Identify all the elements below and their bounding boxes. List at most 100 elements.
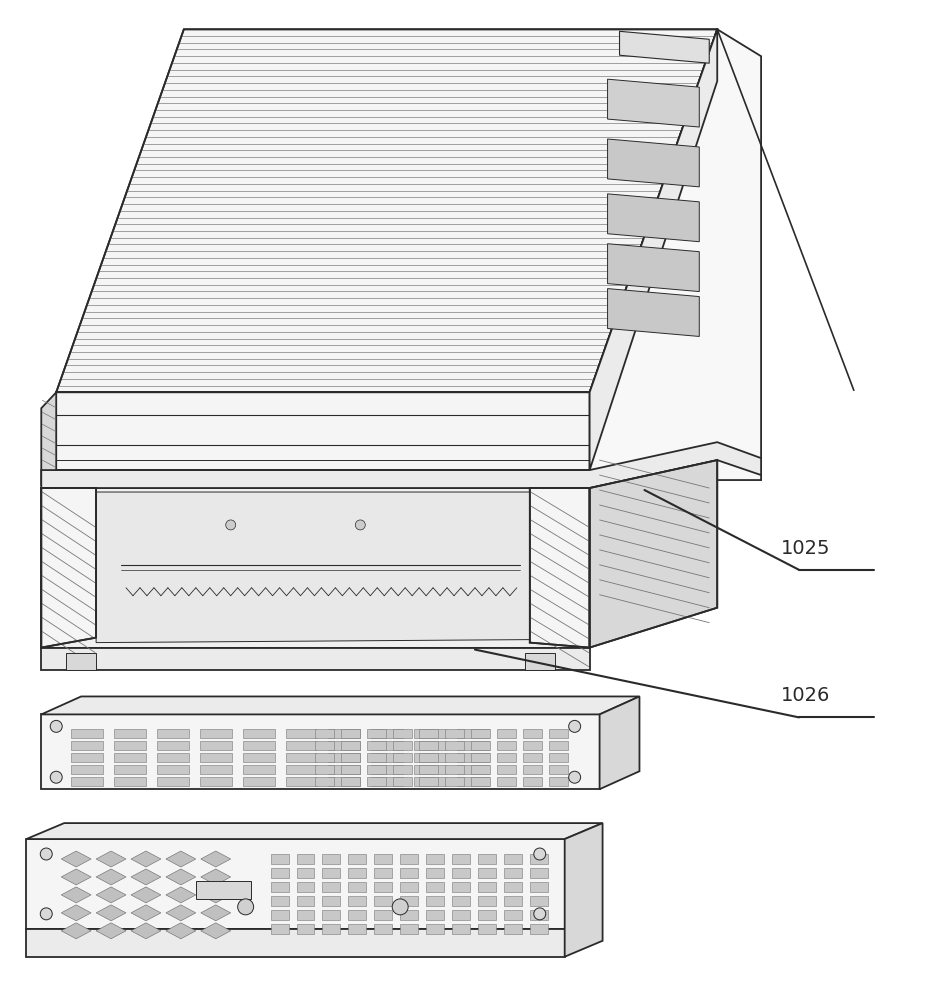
Bar [114,729,146,738]
Bar [114,753,146,762]
Bar [297,854,314,864]
Bar [497,741,516,750]
Bar [414,765,446,774]
Circle shape [569,771,581,783]
Bar [414,753,446,762]
Polygon shape [61,869,92,885]
Bar [271,868,289,878]
Bar [71,753,103,762]
Bar [371,729,403,738]
Bar [286,753,317,762]
Circle shape [355,520,365,530]
Bar [530,910,548,920]
Bar [323,910,340,920]
Polygon shape [67,653,96,670]
Bar [375,896,392,906]
Bar [426,910,444,920]
Bar [349,910,366,920]
Bar [323,854,340,864]
Circle shape [534,848,546,860]
Bar [375,854,392,864]
Bar [523,741,542,750]
Bar [419,777,438,786]
Bar [549,741,568,750]
Bar [328,777,361,786]
Bar [523,765,542,774]
Bar [426,896,444,906]
Bar [452,910,470,920]
Bar [504,910,522,920]
Bar [349,924,366,934]
Bar [478,924,496,934]
Bar [419,729,438,738]
Bar [297,868,314,878]
Bar [157,777,189,786]
Polygon shape [56,29,717,392]
Bar [315,777,334,786]
Bar [445,753,464,762]
Polygon shape [131,923,161,939]
Polygon shape [599,696,639,789]
Bar [375,910,392,920]
Polygon shape [131,869,161,885]
Bar [419,765,438,774]
Bar [471,777,490,786]
Bar [157,741,189,750]
Polygon shape [166,923,196,939]
Bar [452,924,470,934]
Polygon shape [96,492,530,643]
Bar [200,741,231,750]
Bar [323,896,340,906]
Bar [328,753,361,762]
Polygon shape [608,244,699,292]
Polygon shape [608,79,699,127]
Bar [478,910,496,920]
Polygon shape [201,869,230,885]
Bar [523,777,542,786]
Bar [426,924,444,934]
Bar [471,729,490,738]
Bar [349,868,366,878]
Bar [471,741,490,750]
Bar [371,777,403,786]
Text: 1025: 1025 [781,539,831,558]
Polygon shape [61,851,92,867]
Polygon shape [131,887,161,903]
Bar [426,854,444,864]
Bar [242,729,275,738]
Bar [114,777,146,786]
Bar [504,924,522,934]
Bar [341,753,361,762]
Bar [457,729,489,738]
Polygon shape [608,289,699,336]
Polygon shape [61,887,92,903]
Bar [419,753,438,762]
Bar [341,729,361,738]
Circle shape [50,771,62,783]
Bar [504,854,522,864]
Bar [375,882,392,892]
Polygon shape [42,488,589,648]
Polygon shape [96,923,126,939]
Bar [200,777,231,786]
Polygon shape [26,839,564,929]
Polygon shape [201,905,230,921]
Polygon shape [589,29,717,470]
Bar [242,753,275,762]
Polygon shape [166,905,196,921]
Bar [497,777,516,786]
Bar [452,896,470,906]
Bar [371,753,403,762]
Bar [530,868,548,878]
Bar [523,753,542,762]
Bar [114,741,146,750]
Bar [349,854,366,864]
Bar [323,868,340,878]
Polygon shape [201,851,230,867]
Bar [71,741,103,750]
Bar [401,868,418,878]
Bar [393,729,413,738]
Bar [157,753,189,762]
Bar [471,765,490,774]
Polygon shape [42,442,761,488]
